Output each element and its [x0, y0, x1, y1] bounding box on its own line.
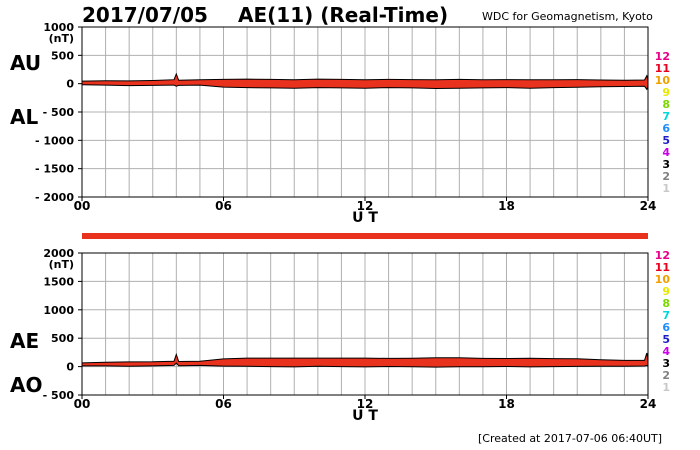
series-line-ae — [81, 352, 649, 364]
x-axis-label: U T — [352, 408, 378, 424]
y-tick-label: 0 — [66, 78, 74, 91]
data-band — [82, 353, 648, 368]
x-tick-label: 06 — [215, 199, 232, 213]
station-stripe — [82, 233, 648, 239]
x-tick-label: 12 — [357, 199, 374, 213]
y-tick-label: - 500 — [43, 106, 75, 119]
side-label-ae: AE — [10, 329, 39, 353]
y-tick-label: - 2000 — [35, 191, 74, 204]
legend-item: 10 — [655, 273, 671, 286]
legend-item: 3 — [662, 158, 670, 171]
y-tick-label: - 1000 — [35, 134, 74, 147]
chart-title: AE(11) (Real-Time) — [238, 3, 449, 27]
series-line-ao — [82, 362, 649, 368]
legend-item: 9 — [662, 86, 670, 99]
chart-date: 2017/07/05 — [82, 3, 208, 27]
legend-item: 6 — [662, 122, 670, 135]
x-tick-label: 00 — [74, 199, 91, 213]
created-timestamp: [Created at 2017-07-06 06:40UT] — [478, 432, 663, 445]
y-tick-label: 500 — [51, 49, 74, 62]
panel-1: 1000 500 0 - 500 - 1000 - 1500 - 2000 (nT) 00 06 1… — [10, 21, 670, 226]
legend-item: 7 — [662, 309, 670, 322]
legend-item: 10 — [655, 74, 671, 87]
legend-item: 1 — [662, 381, 670, 394]
legend-item: 8 — [662, 297, 670, 310]
x-axis-label: U T — [352, 210, 378, 226]
x-tick-label: 12 — [357, 397, 374, 411]
legend-item: 11 — [655, 261, 670, 274]
x-tick-label: 00 — [74, 397, 91, 411]
y-axis-unit: (nT) — [49, 258, 74, 271]
legend-item: 6 — [662, 321, 670, 334]
y-tick-label: 1000 — [43, 304, 74, 317]
x-tick-label: 18 — [498, 397, 515, 411]
x-tick-label: 18 — [498, 199, 515, 213]
legend-item: 3 — [662, 357, 670, 370]
legend-item: 8 — [662, 98, 670, 111]
x-tick-label: 06 — [215, 397, 232, 411]
x-tick-label: 24 — [640, 199, 657, 213]
legend-item: 1 — [662, 182, 670, 195]
x-tick-label: 24 — [640, 397, 657, 411]
legend-item: 4 — [662, 146, 670, 159]
legend-item: 7 — [662, 110, 670, 123]
side-label-au: AU — [10, 51, 41, 75]
y-tick-label: 0 — [66, 361, 74, 374]
y-tick-label: 1000 — [43, 21, 74, 34]
legend-item: 12 — [655, 50, 670, 63]
y-axis-unit: (nT) — [49, 32, 74, 45]
side-label-ao: AO — [10, 373, 42, 397]
legend-item: 5 — [662, 333, 670, 346]
side-label-al: AL — [10, 105, 38, 129]
data-band — [82, 74, 648, 90]
legend-item: 11 — [655, 62, 670, 75]
legend-item: 2 — [662, 170, 670, 183]
legend-item: 2 — [662, 369, 670, 382]
data-source-label: WDC for Geomagnetism, Kyoto — [482, 10, 653, 23]
y-tick-label: 1500 — [43, 275, 74, 288]
legend-item: 4 — [662, 345, 670, 358]
legend-item: 9 — [662, 285, 670, 298]
y-tick-label: - 500 — [43, 389, 75, 402]
legend-item: 5 — [662, 134, 670, 147]
y-tick-label: 500 — [51, 332, 74, 345]
y-tick-label: 2000 — [43, 247, 74, 260]
y-tick-label: - 1500 — [35, 163, 74, 176]
legend-item: 12 — [655, 249, 670, 262]
series-line-al — [81, 84, 649, 91]
series-line-au — [81, 72, 649, 82]
